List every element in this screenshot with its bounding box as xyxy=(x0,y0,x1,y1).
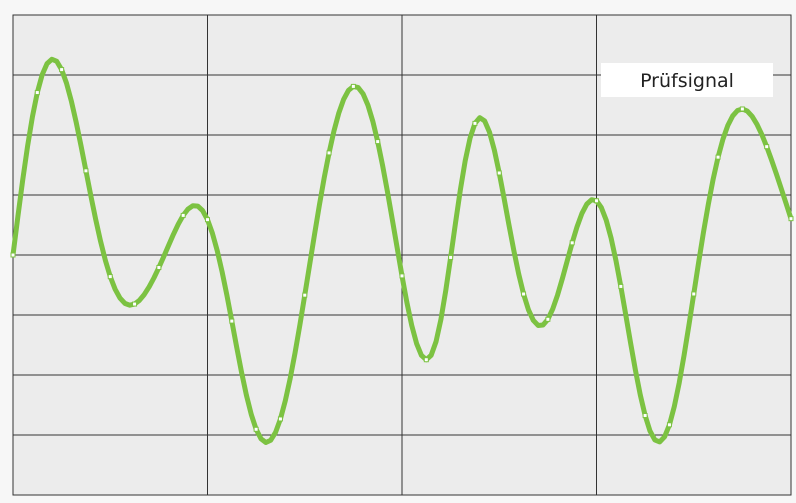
data-point xyxy=(59,67,65,73)
data-point xyxy=(83,168,89,174)
data-point xyxy=(132,301,138,307)
data-point xyxy=(350,83,356,89)
data-point xyxy=(448,254,454,260)
data-point xyxy=(326,150,332,156)
data-point xyxy=(423,357,429,363)
data-point xyxy=(594,198,599,204)
data-point xyxy=(739,106,745,112)
data-point xyxy=(229,318,235,324)
data-point xyxy=(691,291,697,297)
data-point xyxy=(205,217,210,223)
data-point xyxy=(715,154,721,160)
series-layer xyxy=(10,56,794,445)
data-point xyxy=(375,139,381,145)
data-point xyxy=(277,416,283,422)
data-point xyxy=(496,170,502,176)
data-point xyxy=(472,120,478,126)
data-point xyxy=(666,422,672,428)
data-point xyxy=(399,273,405,279)
data-point xyxy=(545,316,551,322)
data-point xyxy=(764,144,770,150)
data-point xyxy=(642,413,648,418)
data-point xyxy=(107,274,113,280)
data-point xyxy=(618,283,624,289)
legend-label: Prüfsignal xyxy=(640,70,734,92)
grid xyxy=(13,15,791,495)
data-point xyxy=(788,216,794,222)
data-point xyxy=(10,252,16,258)
data-point xyxy=(302,292,308,298)
legend-box xyxy=(601,63,773,97)
data-point xyxy=(253,426,259,432)
data-point xyxy=(156,265,162,271)
legend: Prüfsignal xyxy=(601,63,773,97)
data-point xyxy=(521,291,527,297)
data-point xyxy=(180,212,186,218)
data-point xyxy=(569,240,575,246)
data-point xyxy=(34,90,40,96)
